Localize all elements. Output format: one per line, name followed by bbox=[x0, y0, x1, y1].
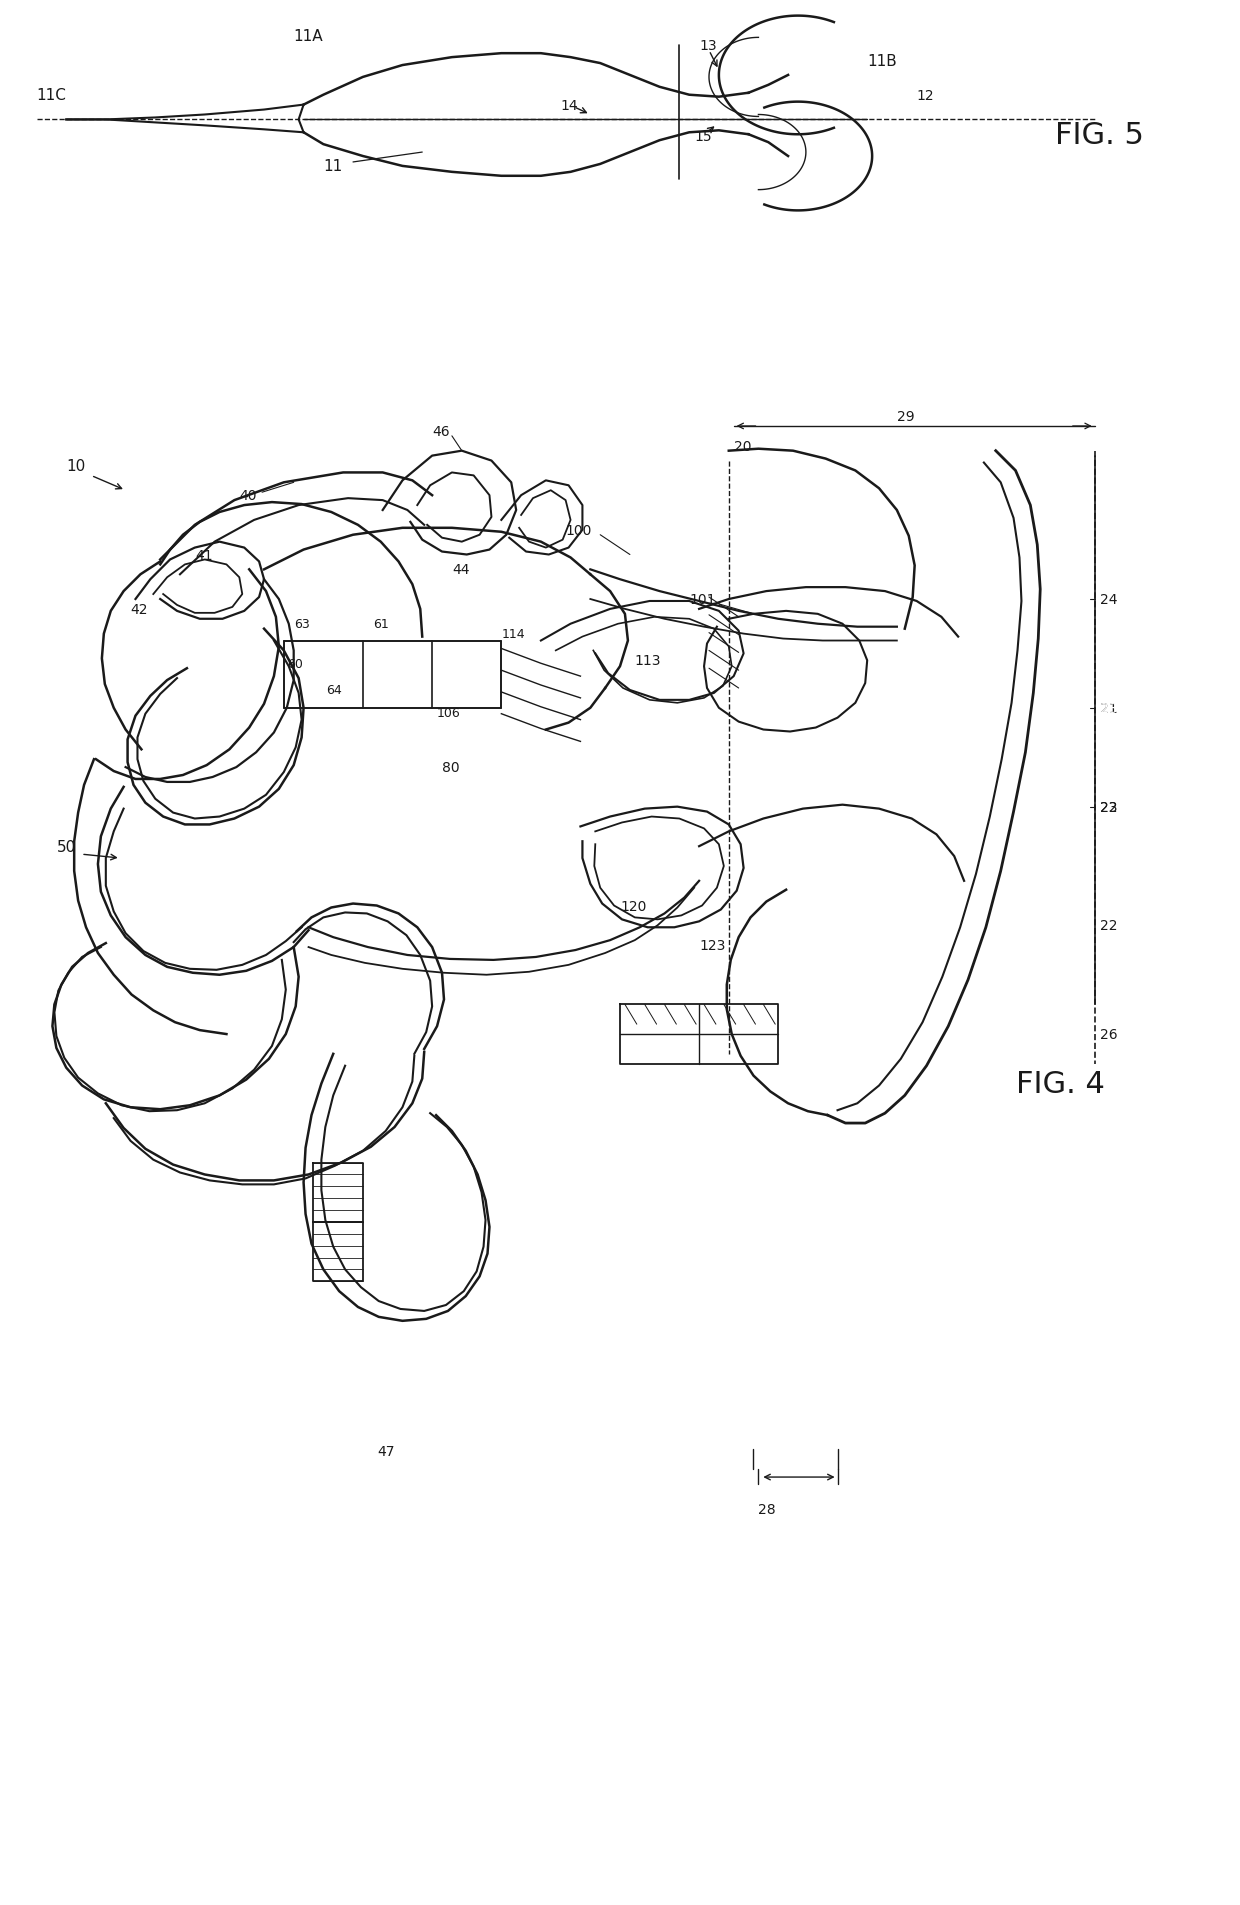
Text: 47: 47 bbox=[378, 1444, 396, 1459]
Text: 123: 123 bbox=[699, 939, 725, 952]
Text: 22: 22 bbox=[1100, 800, 1117, 813]
Text: 64: 64 bbox=[326, 684, 342, 697]
Text: 60: 60 bbox=[286, 657, 303, 671]
Text: 41: 41 bbox=[195, 549, 212, 562]
Text: 63: 63 bbox=[294, 617, 310, 631]
Text: 29: 29 bbox=[897, 410, 914, 423]
Text: 46: 46 bbox=[432, 425, 450, 438]
Text: 100: 100 bbox=[565, 524, 591, 537]
Text: 23: 23 bbox=[1100, 800, 1117, 813]
Text: 22: 22 bbox=[1100, 918, 1117, 933]
Text: 11C: 11C bbox=[37, 88, 67, 103]
Text: 24: 24 bbox=[1100, 592, 1117, 606]
Text: 11B: 11B bbox=[867, 53, 897, 69]
Text: 61: 61 bbox=[373, 617, 388, 631]
Text: 21: 21 bbox=[1100, 701, 1117, 716]
Text: 10: 10 bbox=[66, 459, 86, 474]
Text: 114: 114 bbox=[501, 629, 525, 640]
Text: 12: 12 bbox=[916, 90, 934, 103]
Text: 26: 26 bbox=[1100, 1027, 1117, 1042]
Text: 50: 50 bbox=[56, 840, 76, 853]
Text: 13: 13 bbox=[699, 40, 717, 53]
Text: 80: 80 bbox=[441, 760, 460, 775]
Text: 11A: 11A bbox=[294, 29, 324, 44]
Text: 28: 28 bbox=[759, 1501, 776, 1516]
Text: 42: 42 bbox=[130, 602, 148, 617]
Text: 106: 106 bbox=[436, 707, 461, 720]
Text: 40: 40 bbox=[239, 490, 257, 503]
Text: 11: 11 bbox=[324, 160, 342, 175]
Text: 20: 20 bbox=[734, 440, 751, 453]
Text: FIG. 4: FIG. 4 bbox=[1016, 1069, 1105, 1099]
Text: 14: 14 bbox=[560, 99, 578, 112]
Text: 23: 23 bbox=[1100, 701, 1117, 716]
Text: FIG. 5: FIG. 5 bbox=[1055, 120, 1145, 150]
Text: 44: 44 bbox=[451, 564, 470, 577]
Text: 101: 101 bbox=[689, 592, 715, 606]
Text: 120: 120 bbox=[620, 899, 646, 912]
Text: 15: 15 bbox=[694, 130, 712, 145]
Text: 113: 113 bbox=[635, 653, 661, 669]
